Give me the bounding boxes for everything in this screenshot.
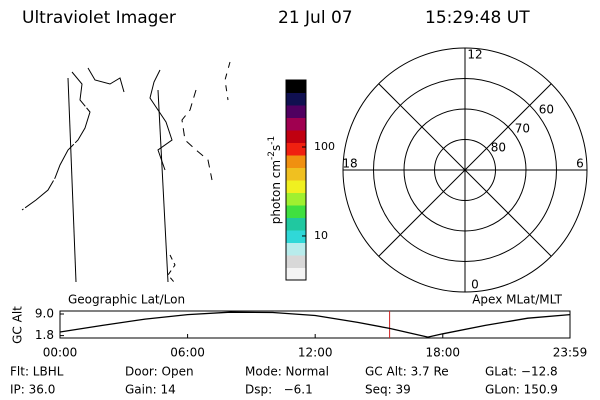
colorbar-segment [286, 167, 306, 181]
title: Ultraviolet Imager [22, 8, 176, 28]
colorbar-segment [286, 267, 306, 281]
colorbar-segment [286, 130, 306, 143]
mlt-label: 6 [576, 157, 584, 171]
y-tick-label: 9.0 [35, 307, 54, 321]
y-axis-label: GC Alt [11, 306, 25, 344]
mlt-label: 12 [467, 48, 482, 62]
label-part: -2 [267, 151, 277, 160]
altitude-line [59, 311, 571, 338]
mlt-label: 0 [471, 278, 479, 292]
x-tick-label: 18:00 [425, 346, 460, 360]
status-field: Seq: 39 [365, 383, 411, 397]
status-field: GLon: 150.9 [485, 383, 558, 397]
colorbar-segment [286, 155, 306, 168]
colorbar-segment [286, 105, 306, 118]
colorbar-label: photon cm-2s-1 [267, 136, 283, 225]
colorbar-segment [286, 205, 306, 218]
x-tick-label: 00:00 [43, 346, 78, 360]
lat-label: 80 [491, 140, 506, 154]
colorbar-segment [286, 142, 306, 156]
label-part: -1 [267, 136, 277, 145]
colorbar-segment [286, 192, 306, 206]
status-field: Gain: 14 [125, 383, 176, 397]
colorbar-segment [286, 230, 306, 243]
map [21, 61, 231, 283]
lat-label: 60 [539, 103, 554, 117]
colorbar-segment [286, 80, 306, 93]
colorbar-segment [286, 117, 306, 131]
status-field: Door: Open [125, 365, 194, 379]
x-tick-label: 06:00 [170, 346, 205, 360]
colorbar-segment [286, 92, 306, 106]
colorbar-frame [285, 79, 307, 281]
status-field: GLat: −12.8 [485, 365, 558, 379]
status-field: Mode: Normal [245, 365, 329, 379]
colorbar-segment [286, 242, 306, 256]
y-tick-label: 1.8 [35, 328, 54, 342]
status-field: IP: 36.0 [10, 383, 55, 397]
lat-label: 70 [515, 121, 530, 135]
mlt-label: 18 [342, 157, 357, 171]
colorbar-segment [286, 217, 306, 231]
time: 15:29:48 UT [425, 8, 530, 28]
status-field: GC Alt: 3.7 Re [365, 365, 449, 379]
colorbar-tick-label: 10 [314, 229, 328, 242]
x-tick-label: 23:59 [553, 346, 588, 360]
label-part: photon cm [269, 160, 283, 224]
status-field: Flt: LBHL [10, 365, 64, 379]
x-tick-label: 12:00 [298, 346, 333, 360]
colorbar-tick-label: 100 [314, 140, 335, 153]
colorbar-segment [286, 255, 306, 268]
chart-label: Geographic Lat/Lon [68, 293, 185, 307]
date: 21 Jul 07 [278, 8, 353, 28]
colorbar-segment [286, 180, 306, 193]
chart-label: Apex MLat/MLT [472, 293, 562, 307]
label-part: s [269, 145, 283, 151]
status-field: Dsp: −6.1 [245, 383, 313, 397]
